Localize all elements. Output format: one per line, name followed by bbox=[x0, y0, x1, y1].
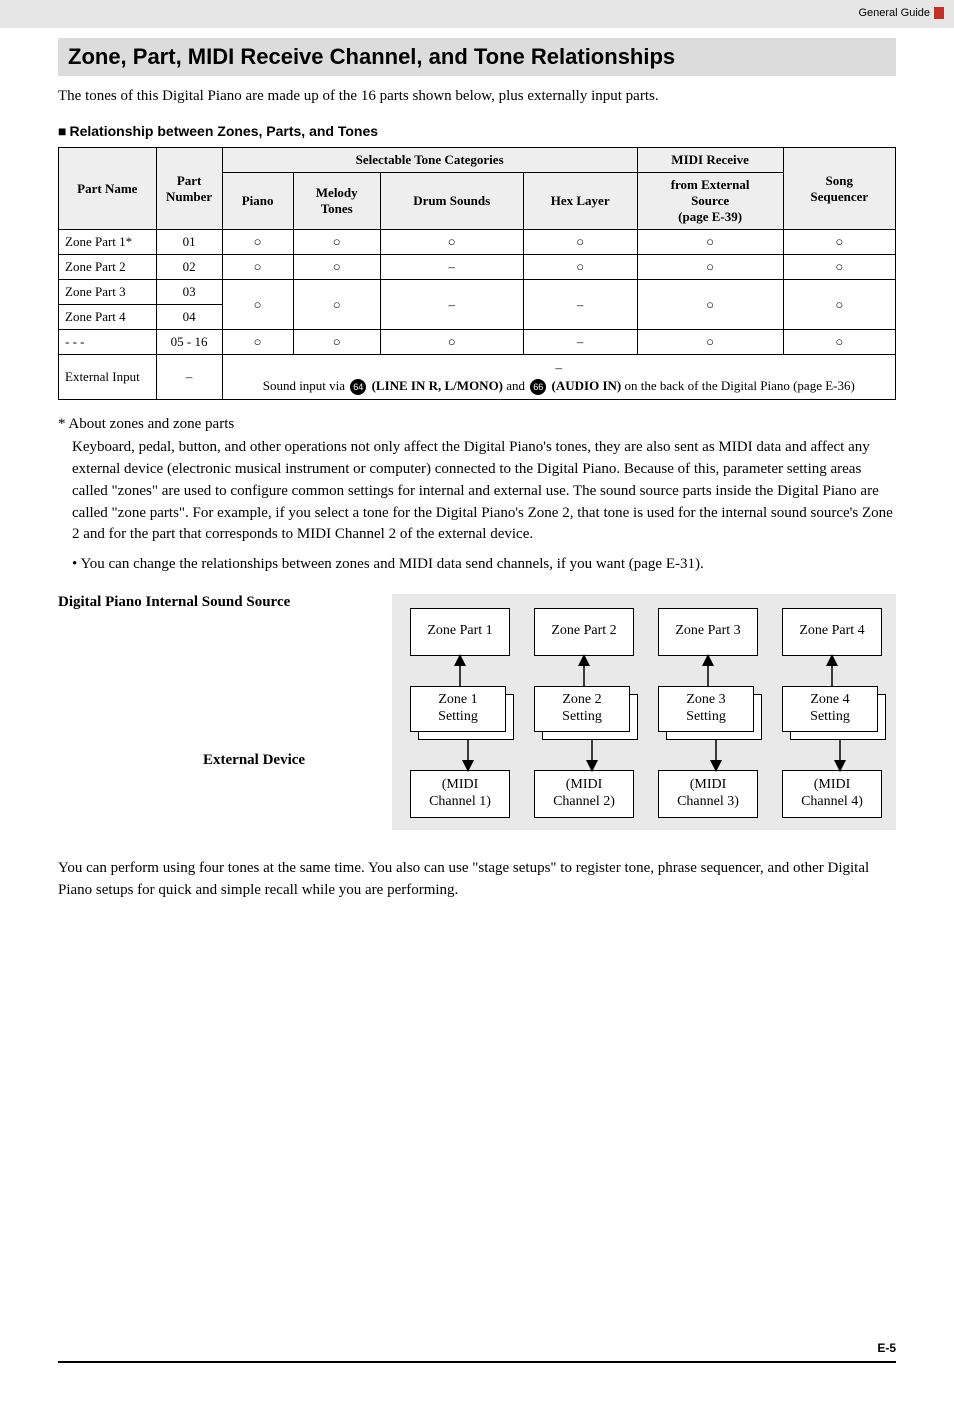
square-bullet-icon: ■ bbox=[58, 123, 66, 139]
cell-seq: ○ bbox=[783, 255, 896, 280]
cell-piano: ○ bbox=[222, 230, 293, 255]
cell-seq: ○ bbox=[783, 330, 896, 355]
intro-text: The tones of this Digital Piano are made… bbox=[58, 86, 896, 107]
th-from-ext: from External Source (page E-39) bbox=[637, 173, 783, 230]
header-red-tab bbox=[934, 7, 944, 19]
cell-ext: ○ bbox=[637, 330, 783, 355]
cell-ext: ○ bbox=[637, 230, 783, 255]
diagram-node-label: Zone 4 Setting bbox=[782, 686, 878, 732]
th-hex: Hex Layer bbox=[523, 173, 637, 230]
table-row: Zone Part 2 02 ○ ○ – ○ ○ ○ bbox=[59, 255, 896, 280]
table-subhead: ■Relationship between Zones, Parts, and … bbox=[58, 123, 896, 139]
cell-piano: ○ bbox=[222, 280, 293, 330]
cell-num: 04 bbox=[156, 305, 222, 330]
cell-ext: ○ bbox=[637, 280, 783, 330]
header-section-label: General Guide bbox=[858, 7, 930, 19]
relationship-table: Part Name Part Number Selectable Tone Ca… bbox=[58, 147, 896, 400]
diagram-node-zonesetting: Zone 2 Setting bbox=[534, 686, 634, 734]
diagram-node-zonesetting: Zone 1 Setting bbox=[410, 686, 510, 734]
ref-icon: 64 bbox=[350, 379, 366, 395]
diagram-node-zonepart: Zone Part 4 bbox=[782, 608, 882, 656]
cell-seq: ○ bbox=[783, 230, 896, 255]
cell-ext: ○ bbox=[637, 255, 783, 280]
th-part-name: Part Name bbox=[59, 148, 157, 230]
diagram-node-midichannel: (MIDI Channel 2) bbox=[534, 770, 634, 818]
th-part-number: Part Number bbox=[156, 148, 222, 230]
diagram-external-label: External Device bbox=[203, 752, 305, 769]
ext-dash: – bbox=[556, 360, 563, 375]
diagram-node-label: Zone 1 Setting bbox=[410, 686, 506, 732]
th-song-seq: Song Sequencer bbox=[783, 148, 896, 230]
cell-drum: – bbox=[380, 280, 523, 330]
diagram-internal-label: Digital Piano Internal Sound Source bbox=[58, 594, 290, 611]
diagram: Digital Piano Internal Sound Source Exte… bbox=[58, 594, 896, 834]
ext-prefix: Sound input via bbox=[263, 378, 349, 393]
footer-rule bbox=[58, 1361, 896, 1363]
cell-name: Zone Part 3 bbox=[59, 280, 157, 305]
section-title: Zone, Part, MIDI Receive Channel, and To… bbox=[68, 44, 886, 70]
cell-hex: – bbox=[523, 330, 637, 355]
cell-name: Zone Part 4 bbox=[59, 305, 157, 330]
table-row-external: External Input – – Sound input via 64 (L… bbox=[59, 355, 896, 400]
diagram-node-zonepart: Zone Part 3 bbox=[658, 608, 758, 656]
cell-name: Zone Part 1* bbox=[59, 230, 157, 255]
cell-num: 03 bbox=[156, 280, 222, 305]
cell-num: – bbox=[156, 355, 222, 400]
ext-and: and bbox=[503, 378, 528, 393]
cell-drum: ○ bbox=[380, 230, 523, 255]
ext-suffix: on the back of the Digital Piano (page E… bbox=[621, 378, 855, 393]
cell-drum: – bbox=[380, 255, 523, 280]
th-drum: Drum Sounds bbox=[380, 173, 523, 230]
closing-text: You can perform using four tones at the … bbox=[58, 858, 896, 902]
th-melody: Melody Tones bbox=[293, 173, 380, 230]
cell-name: Zone Part 2 bbox=[59, 255, 157, 280]
table-row: Zone Part 3 03 ○ ○ – – ○ ○ bbox=[59, 280, 896, 305]
cell-hex: – bbox=[523, 280, 637, 330]
cell-hex: ○ bbox=[523, 230, 637, 255]
cell-external-desc: – Sound input via 64 (LINE IN R, L/MONO)… bbox=[222, 355, 895, 400]
cell-num: 02 bbox=[156, 255, 222, 280]
cell-melody: ○ bbox=[293, 230, 380, 255]
diagram-node-label: Zone 3 Setting bbox=[658, 686, 754, 732]
diagram-node-midichannel: (MIDI Channel 4) bbox=[782, 770, 882, 818]
page-number: E-5 bbox=[0, 1341, 954, 1355]
cell-name: External Input bbox=[59, 355, 157, 400]
about-zones-label: * About zones and zone parts bbox=[58, 416, 896, 433]
diagram-node-zonepart: Zone Part 1 bbox=[410, 608, 510, 656]
cell-drum: ○ bbox=[380, 330, 523, 355]
cell-hex: ○ bbox=[523, 255, 637, 280]
about-zones-bullet: • You can change the relationships betwe… bbox=[72, 554, 896, 576]
header-band: General Guide bbox=[0, 0, 954, 28]
page-content: Zone, Part, MIDI Receive Channel, and To… bbox=[0, 38, 954, 901]
table-row: - - - 05 - 16 ○ ○ ○ – ○ ○ bbox=[59, 330, 896, 355]
cell-piano: ○ bbox=[222, 330, 293, 355]
about-zones-body: Keyboard, pedal, button, and other opera… bbox=[72, 437, 896, 546]
cell-melody: ○ bbox=[293, 255, 380, 280]
th-piano: Piano bbox=[222, 173, 293, 230]
ext-mid2: (AUDIO IN) bbox=[548, 378, 621, 393]
ref-icon: 66 bbox=[530, 379, 546, 395]
cell-melody: ○ bbox=[293, 280, 380, 330]
diagram-node-zonesetting: Zone 3 Setting bbox=[658, 686, 758, 734]
table-row: Zone Part 1* 01 ○ ○ ○ ○ ○ ○ bbox=[59, 230, 896, 255]
cell-name: - - - bbox=[59, 330, 157, 355]
cell-num: 05 - 16 bbox=[156, 330, 222, 355]
diagram-node-midichannel: (MIDI Channel 1) bbox=[410, 770, 510, 818]
cell-piano: ○ bbox=[222, 255, 293, 280]
subhead-text: Relationship between Zones, Parts, and T… bbox=[69, 123, 378, 139]
cell-seq: ○ bbox=[783, 280, 896, 330]
ext-mid1: (LINE IN R, L/MONO) bbox=[368, 378, 503, 393]
th-midi-receive: MIDI Receive bbox=[637, 148, 783, 173]
cell-num: 01 bbox=[156, 230, 222, 255]
diagram-node-zonepart: Zone Part 2 bbox=[534, 608, 634, 656]
diagram-node-zonesetting: Zone 4 Setting bbox=[782, 686, 882, 734]
cell-melody: ○ bbox=[293, 330, 380, 355]
section-title-bar: Zone, Part, MIDI Receive Channel, and To… bbox=[58, 38, 896, 76]
th-selectable: Selectable Tone Categories bbox=[222, 148, 637, 173]
diagram-node-midichannel: (MIDI Channel 3) bbox=[658, 770, 758, 818]
diagram-node-label: Zone 2 Setting bbox=[534, 686, 630, 732]
